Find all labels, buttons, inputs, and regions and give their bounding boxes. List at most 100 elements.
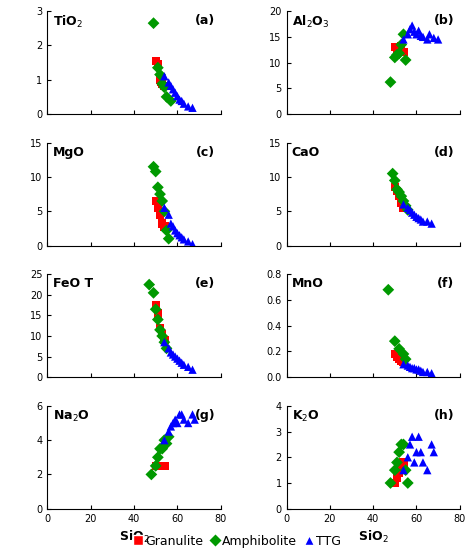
- Point: [165, 427, 173, 436]
- Point: [410, 458, 418, 467]
- Point: [404, 206, 411, 215]
- Point: [398, 440, 405, 449]
- Point: [408, 364, 416, 373]
- Point: [184, 102, 192, 111]
- Point: [156, 70, 164, 79]
- Point: [150, 288, 157, 297]
- Point: [419, 367, 427, 376]
- Point: [410, 27, 418, 36]
- Point: [400, 35, 407, 44]
- Point: [161, 203, 168, 212]
- Point: [156, 190, 164, 198]
- Point: [426, 30, 433, 39]
- Point: [169, 222, 177, 231]
- Point: [395, 468, 403, 477]
- Point: [161, 222, 168, 231]
- Point: [157, 77, 165, 86]
- Point: [176, 231, 183, 240]
- Point: [152, 461, 159, 470]
- Point: [398, 42, 405, 51]
- Point: [152, 56, 159, 65]
- Point: [398, 192, 405, 201]
- Point: [395, 448, 403, 457]
- Point: [150, 18, 157, 27]
- Point: [156, 444, 164, 453]
- Point: [163, 92, 170, 101]
- Point: [180, 361, 188, 369]
- Point: [413, 448, 420, 457]
- Point: [398, 40, 405, 49]
- Point: [413, 30, 420, 39]
- Point: [189, 410, 196, 419]
- Point: [413, 365, 420, 374]
- Point: [395, 44, 403, 53]
- Point: [398, 198, 405, 207]
- Point: [404, 479, 411, 487]
- Point: [395, 188, 403, 197]
- Point: [419, 458, 427, 467]
- Point: [176, 356, 183, 365]
- Point: [384, 285, 392, 294]
- Point: [393, 473, 401, 482]
- Point: [163, 439, 170, 448]
- Point: [415, 365, 422, 374]
- X-axis label: SiO$_2$: SiO$_2$: [118, 529, 149, 545]
- Point: [161, 435, 168, 444]
- Point: [184, 362, 192, 371]
- Point: [165, 210, 173, 219]
- Point: [158, 197, 166, 206]
- Point: [152, 305, 159, 314]
- Point: [400, 48, 407, 57]
- Point: [402, 201, 410, 210]
- Point: [184, 419, 192, 428]
- Point: [161, 461, 168, 470]
- Point: [156, 323, 164, 332]
- Text: Na$_2$O: Na$_2$O: [53, 409, 90, 424]
- Point: [161, 338, 168, 347]
- Point: [165, 234, 173, 243]
- Point: [393, 50, 401, 59]
- Point: [154, 60, 162, 69]
- Point: [154, 203, 162, 212]
- Point: [398, 356, 405, 365]
- Text: (f): (f): [438, 277, 455, 291]
- Point: [161, 82, 168, 91]
- Point: [419, 217, 427, 226]
- Point: [408, 432, 416, 441]
- Point: [434, 35, 442, 44]
- Point: [154, 309, 162, 318]
- Point: [165, 432, 173, 441]
- Point: [161, 435, 168, 444]
- Point: [389, 169, 396, 178]
- Point: [158, 219, 166, 228]
- Point: [395, 192, 403, 201]
- Point: [167, 219, 174, 228]
- Point: [167, 97, 174, 106]
- Point: [400, 440, 407, 449]
- Point: [165, 344, 173, 353]
- Text: (c): (c): [196, 146, 216, 159]
- Point: [391, 183, 399, 192]
- Point: [173, 354, 181, 363]
- Text: (b): (b): [434, 15, 455, 27]
- Point: [387, 78, 394, 87]
- Point: [400, 349, 407, 358]
- Point: [161, 335, 168, 344]
- Point: [180, 99, 188, 108]
- Point: [165, 78, 173, 87]
- Point: [152, 461, 159, 470]
- Point: [172, 226, 179, 235]
- Point: [146, 280, 153, 289]
- Point: [172, 352, 179, 361]
- Point: [391, 349, 399, 358]
- Point: [167, 348, 174, 357]
- Point: [391, 337, 399, 345]
- Point: [408, 21, 416, 30]
- Point: [172, 88, 179, 97]
- Point: [417, 31, 425, 40]
- Point: [404, 453, 411, 462]
- Point: [419, 32, 427, 41]
- Point: [189, 103, 196, 112]
- Text: (h): (h): [434, 409, 455, 422]
- Point: [154, 461, 162, 470]
